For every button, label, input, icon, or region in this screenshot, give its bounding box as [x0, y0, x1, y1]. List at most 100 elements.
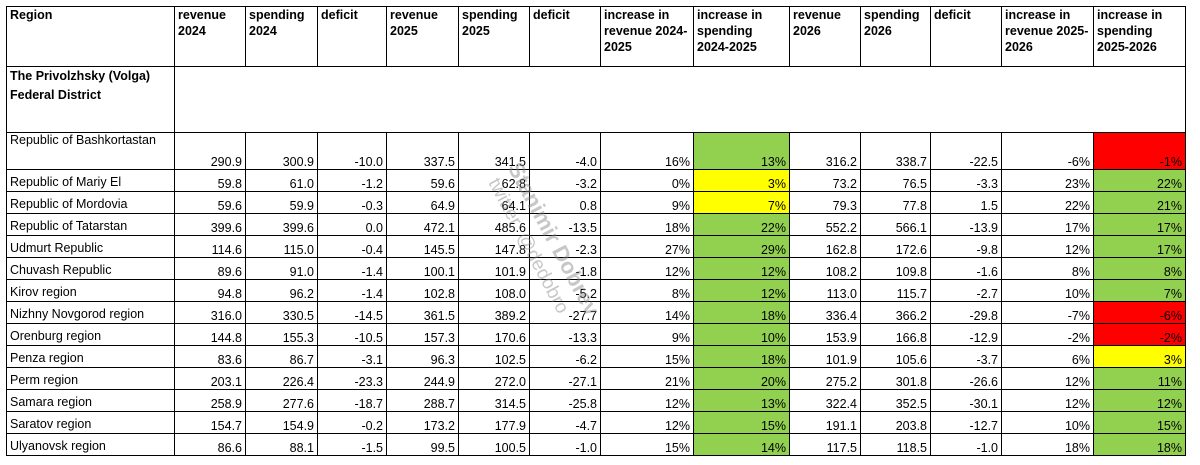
column-header: revenue 2026: [789, 6, 861, 67]
table-cell: 399.6: [245, 213, 318, 236]
column-header: Region: [6, 6, 175, 67]
table-cell: 13%: [693, 389, 790, 412]
table-cell: 91.0: [245, 257, 318, 280]
table-cell: 177.9: [458, 411, 530, 434]
table-cell: 147.8: [458, 235, 530, 258]
table-cell: 162.8: [789, 235, 861, 258]
table-row: Perm region 203.1 226.4 -23.3 244.9 272.0 -27.…: [6, 367, 1186, 390]
table-cell: 59.9: [245, 191, 318, 214]
table-cell: 12%: [1001, 389, 1094, 412]
region-name: Saratov region: [6, 411, 175, 434]
table-cell: -0.2: [317, 411, 387, 434]
table-cell: -25.8: [529, 389, 601, 412]
table-cell: 288.7: [386, 389, 459, 412]
table-cell: -30.1: [930, 389, 1002, 412]
table-row: Chuvash Republic 89.6 91.0 -1.4 100.1 101.9 -1…: [6, 257, 1186, 280]
table-cell: 17%: [1093, 235, 1186, 258]
table-cell: 102.5: [458, 345, 530, 368]
table-cell: 12%: [693, 257, 790, 280]
table-row: Republic of Tatarstan 399.6 399.6 0.0 472.1 4…: [6, 213, 1186, 236]
table-cell: -2%: [1001, 323, 1094, 346]
table-cell: 18%: [693, 345, 790, 368]
table-cell: 18%: [1093, 433, 1186, 456]
table-cell: 99.5: [386, 433, 459, 456]
column-header: increase in revenue 2024-2025: [600, 6, 694, 67]
table-cell: 59.6: [386, 169, 459, 192]
table-cell: 113.0: [789, 279, 861, 302]
table-row: Udmurt Republic 114.6 115.0 -0.4 145.5 147.8-…: [6, 235, 1186, 258]
region-name: Republic of Mariy El: [6, 169, 175, 192]
table-cell: 86.6: [174, 433, 246, 456]
table-cell: 88.1: [245, 433, 318, 456]
table-cell: 18%: [600, 213, 694, 236]
table-cell: 0.0: [317, 213, 387, 236]
region-name: Republic of Bashkortastan: [6, 132, 175, 170]
table-cell: 21%: [1093, 191, 1186, 214]
table-cell: -1.6: [930, 257, 1002, 280]
table-cell: 341.5: [458, 132, 530, 170]
table-cell: 8%: [600, 279, 694, 302]
table-cell: -2.3: [529, 235, 601, 258]
column-header: spending 2024: [245, 6, 318, 67]
table-cell: 109.8: [860, 257, 931, 280]
table-cell: 12%: [1093, 389, 1186, 412]
table-cell: 89.6: [174, 257, 246, 280]
table-cell: 96.3: [386, 345, 459, 368]
table-cell: 258.9: [174, 389, 246, 412]
table-cell: -0.3: [317, 191, 387, 214]
table-cell: 8%: [1001, 257, 1094, 280]
table-cell: 29%: [693, 235, 790, 258]
table-cell: 0.8: [529, 191, 601, 214]
table-cell: -1%: [1093, 132, 1186, 170]
table-cell: 117.5: [789, 433, 861, 456]
table-cell: 472.1: [386, 213, 459, 236]
table-cell: -1.4: [317, 257, 387, 280]
table-cell: 17%: [1093, 213, 1186, 236]
region-name: Orenburg region: [6, 323, 175, 346]
table-cell: 21%: [600, 367, 694, 390]
table-cell: 16%: [600, 132, 694, 170]
table-cell: 290.9: [174, 132, 246, 170]
table-cell: 173.2: [386, 411, 459, 434]
table-cell: 62.8: [458, 169, 530, 192]
table-cell: 552.2: [789, 213, 861, 236]
table-cell: 64.9: [386, 191, 459, 214]
table-cell: 144.8: [174, 323, 246, 346]
table-cell: 115.0: [245, 235, 318, 258]
table-cell: 11%: [1093, 367, 1186, 390]
column-header: increase in spending 2025-2026: [1093, 6, 1186, 67]
table-cell: 485.6: [458, 213, 530, 236]
table-cell: 20%: [693, 367, 790, 390]
table-cell: -1.4: [317, 279, 387, 302]
district-row: The Privolzhsky (Volga) Federal District: [6, 66, 1186, 133]
table-cell: 1.5: [930, 191, 1002, 214]
table-cell: 77.8: [860, 191, 931, 214]
table-cell: 108.0: [458, 279, 530, 302]
table-cell: 14%: [600, 301, 694, 324]
table-cell: 336.4: [789, 301, 861, 324]
table-cell: 76.5: [860, 169, 931, 192]
table-cell: 12%: [600, 389, 694, 412]
table-cell: -6%: [1001, 132, 1094, 170]
table-cell: 22%: [1093, 169, 1186, 192]
table-cell: 6%: [1001, 345, 1094, 368]
table-row: Ulyanovsk region 86.6 88.1 -1.5 99.5 100.5 -1.…: [6, 433, 1186, 456]
region-name: Penza region: [6, 345, 175, 368]
district-row-filler: [174, 66, 1186, 133]
table-cell: -22.5: [930, 132, 1002, 170]
table-cell: -5.2: [529, 279, 601, 302]
table-cell: 105.6: [860, 345, 931, 368]
table-cell: 64.1: [458, 191, 530, 214]
table-cell: -2.7: [930, 279, 1002, 302]
table-cell: 338.7: [860, 132, 931, 170]
table-cell: 15%: [1093, 411, 1186, 434]
table-cell: -1.0: [930, 433, 1002, 456]
table-cell: 18%: [693, 301, 790, 324]
table-cell: 314.5: [458, 389, 530, 412]
table-cell: -0.4: [317, 235, 387, 258]
table-row: Nizhny Novgorod region 316.0 330.5 -14.5 361…: [6, 301, 1186, 324]
table-cell: 10%: [1001, 411, 1094, 434]
table-cell: 13%: [693, 132, 790, 170]
table-cell: 191.1: [789, 411, 861, 434]
table-cell: 154.9: [245, 411, 318, 434]
